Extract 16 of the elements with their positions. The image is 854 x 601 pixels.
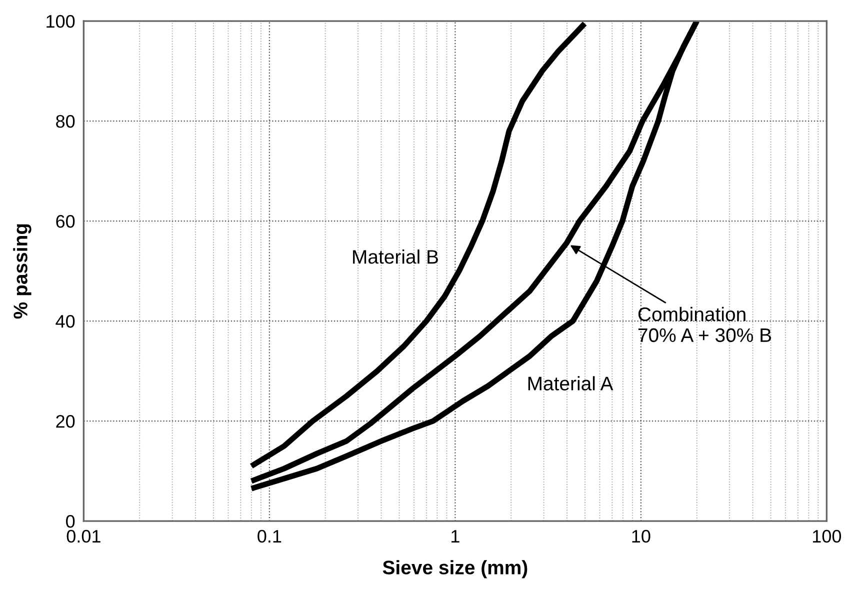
x-tick-label: 0.1 <box>258 530 282 543</box>
y-tick-label: 40 <box>56 314 75 328</box>
x-axis-title: Sieve size (mm) <box>382 560 528 578</box>
y-tick-label: 80 <box>56 114 75 128</box>
annotation: Combination 70% A + 30% B <box>638 306 772 342</box>
series-label: Material A <box>528 376 614 390</box>
y-axis-title: % passing <box>13 224 32 319</box>
y-tick-label: 0 <box>66 515 75 528</box>
y-tick-label: 60 <box>56 214 75 228</box>
series-label: Material B <box>353 249 438 264</box>
x-tick-label: 10 <box>632 530 650 543</box>
x-tick-label: 1 <box>452 530 460 542</box>
y-tick-label: 100 <box>46 14 75 28</box>
x-tick-label: 100 <box>812 530 842 543</box>
y-tick-label: 20 <box>56 414 75 428</box>
x-tick-label: 0.01 <box>66 530 100 543</box>
